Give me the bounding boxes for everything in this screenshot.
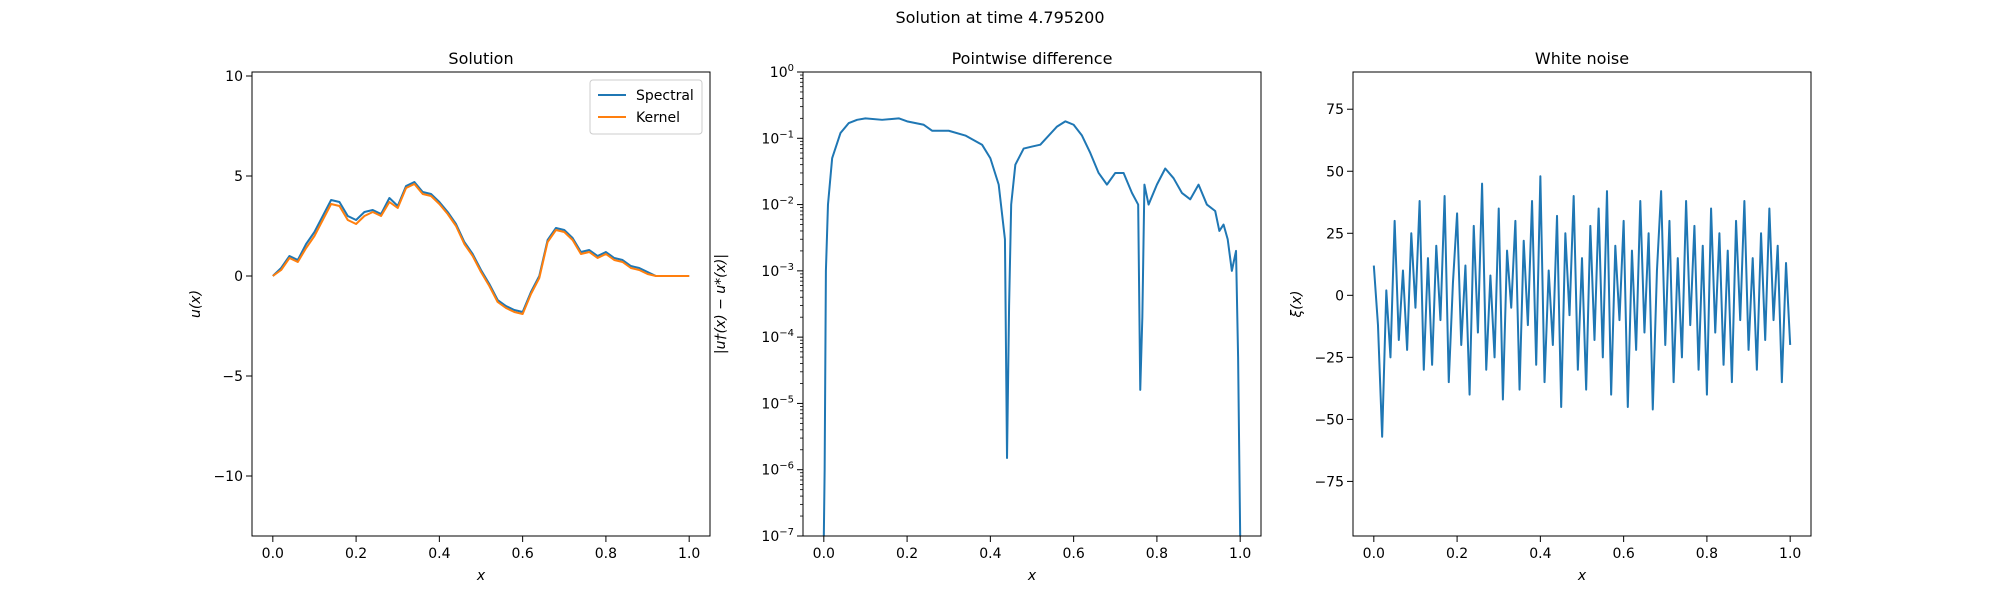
chart-panel-3: 0.0 0.2 0.4 0.6 0.8 1.0 −75 −50 −25 0 25 50 75 White … bbox=[1289, 49, 1812, 584]
axes-frame bbox=[1352, 71, 1812, 537]
y-axis-label: |u†(x) − u*(x)| bbox=[713, 254, 729, 354]
x-tick-label: 0.2 bbox=[896, 546, 918, 562]
x-axis-label: x bbox=[1027, 568, 1037, 584]
chart-panel-1: 0.0 0.2 0.4 0.6 0.8 1.0 −10 −5 0 5 10 Solution x u(x)… bbox=[188, 49, 711, 584]
y-tick-label: 10−7 bbox=[761, 527, 794, 545]
x-tick-label: 0.6 bbox=[512, 546, 534, 562]
y-tick-label: 5 bbox=[234, 169, 243, 185]
y-tick-label: −75 bbox=[1314, 474, 1344, 490]
x-tick-label: 0.0 bbox=[813, 546, 835, 562]
x-tick-label: 0.2 bbox=[345, 546, 367, 562]
x-tick-label: 1.0 bbox=[678, 546, 700, 562]
legend-label-spectral: Spectral bbox=[636, 88, 694, 104]
y-tick-label: 100 bbox=[770, 63, 794, 81]
series-line-kernel bbox=[272, 183, 690, 315]
legend-label-kernel: Kernel bbox=[636, 110, 680, 126]
y-axis-label: ξ(x) bbox=[1289, 290, 1305, 318]
panel-title: White noise bbox=[1535, 49, 1629, 68]
x-axis-label: x bbox=[1577, 568, 1587, 584]
x-tick-label: 0.8 bbox=[1696, 546, 1718, 562]
y-axis-label: u(x) bbox=[188, 290, 204, 318]
legend: Spectral Kernel bbox=[589, 79, 703, 135]
y-tick-label: 10−3 bbox=[761, 262, 794, 280]
y-tick-label: −5 bbox=[222, 369, 243, 385]
y-tick-label: −50 bbox=[1314, 412, 1344, 428]
y-tick-label: 25 bbox=[1326, 226, 1344, 242]
y-tick-label: −25 bbox=[1314, 350, 1344, 366]
legend-box bbox=[589, 79, 703, 135]
x-tick-label: 0.4 bbox=[1529, 546, 1551, 562]
x-tick-label: 0.0 bbox=[262, 546, 284, 562]
y-tick-label: 0 bbox=[1335, 288, 1344, 304]
panel-title: Solution bbox=[448, 49, 513, 68]
chart-panel-2: 0.0 0.2 0.4 0.6 0.8 1.0 10−7 10−6 10−5 10−4 10−3 10… bbox=[713, 49, 1262, 584]
x-axis-label: x bbox=[476, 568, 486, 584]
y-tick-label: 10−2 bbox=[761, 196, 794, 214]
y-tick-label: 10−5 bbox=[761, 394, 794, 412]
x-tick-label: 0.4 bbox=[979, 546, 1001, 562]
y-tick-label: 10−6 bbox=[761, 461, 794, 479]
y-tick-label: 0 bbox=[234, 269, 243, 285]
series-line-spectral bbox=[272, 181, 690, 313]
x-tick-label: 1.0 bbox=[1229, 546, 1251, 562]
series-line-data bbox=[1372, 175, 1792, 438]
figure-title: Solution at time 4.795200 bbox=[895, 8, 1105, 27]
x-tick-label: 1.0 bbox=[1779, 546, 1801, 562]
x-tick-label: 0.2 bbox=[1446, 546, 1468, 562]
axes-frame bbox=[251, 71, 711, 537]
y-tick-label: 10−4 bbox=[761, 328, 794, 346]
y-tick-label: −10 bbox=[213, 469, 243, 485]
panel-title: Pointwise difference bbox=[952, 49, 1113, 68]
y-tick-label: 10 bbox=[225, 69, 243, 85]
y-tick-label: 10−1 bbox=[761, 129, 794, 147]
x-tick-label: 0.6 bbox=[1063, 546, 1085, 562]
y-tick-label: 75 bbox=[1326, 102, 1344, 118]
x-tick-label: 0.8 bbox=[1146, 546, 1168, 562]
series-line-data bbox=[822, 117, 1242, 536]
y-tick-label: 50 bbox=[1326, 164, 1344, 180]
x-tick-label: 0.0 bbox=[1363, 546, 1385, 562]
x-tick-label: 0.6 bbox=[1613, 546, 1635, 562]
axes-frame bbox=[802, 71, 1262, 537]
x-tick-label: 0.8 bbox=[595, 546, 617, 562]
x-tick-label: 0.4 bbox=[428, 546, 450, 562]
